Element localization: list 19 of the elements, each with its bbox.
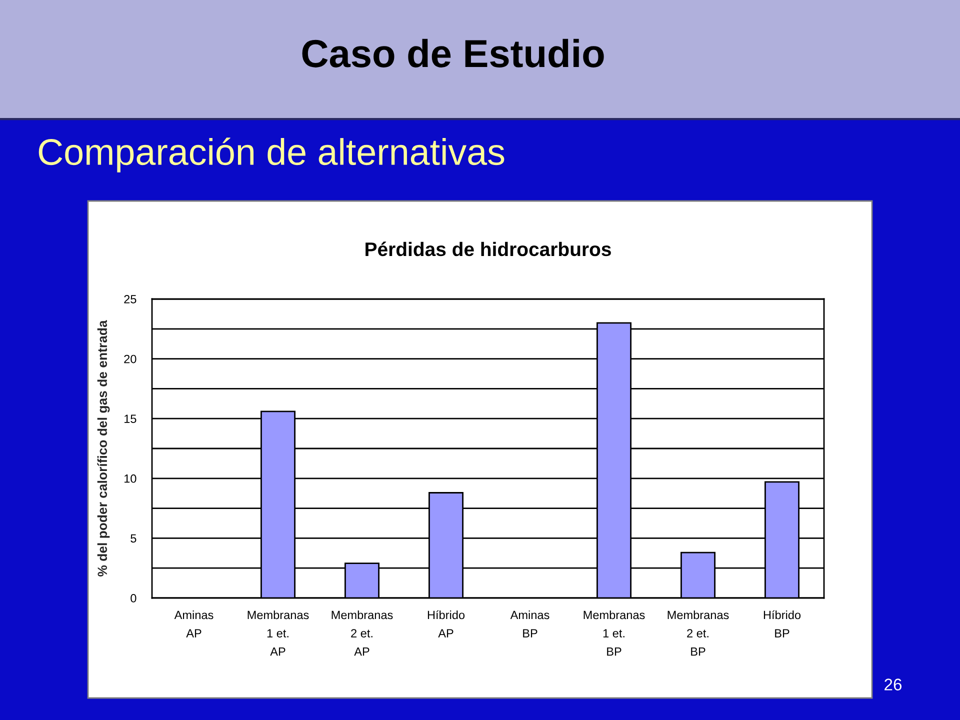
y-tick-label: 10 [124, 474, 136, 483]
text: 26 [884, 678, 902, 690]
y-tick-label: 20 [124, 354, 136, 364]
y-tick-label: 25 [124, 295, 136, 304]
x-tick-label: Membranas 2 et. AP [332, 610, 393, 656]
x-tick-label: Aminas BP [510, 610, 550, 638]
y-tick-label: 5 [130, 534, 136, 543]
x-tick-label: Híbrido BP [764, 610, 801, 638]
x-tick-label: Aminas AP [174, 610, 214, 638]
chart-title: Pérdidas de hidrocarburos [366, 242, 611, 256]
y-tick-label: 15 [124, 414, 136, 423]
x-tick-label: Híbrido AP [428, 610, 465, 638]
y-tick-label: 0 [130, 594, 136, 602]
x-tick-label: Membranas 2 et. BP [668, 610, 729, 656]
x-tick-label: Membranas 1 et. BP [584, 610, 645, 656]
y-axis-title: % del poder calorífico del gas de entrada [97, 320, 110, 576]
x-tick-label: Membranas 1 et. AP [248, 610, 309, 656]
text: Caso de Estudio [302, 38, 604, 68]
text: Comparación de alternativas [38, 138, 504, 172]
